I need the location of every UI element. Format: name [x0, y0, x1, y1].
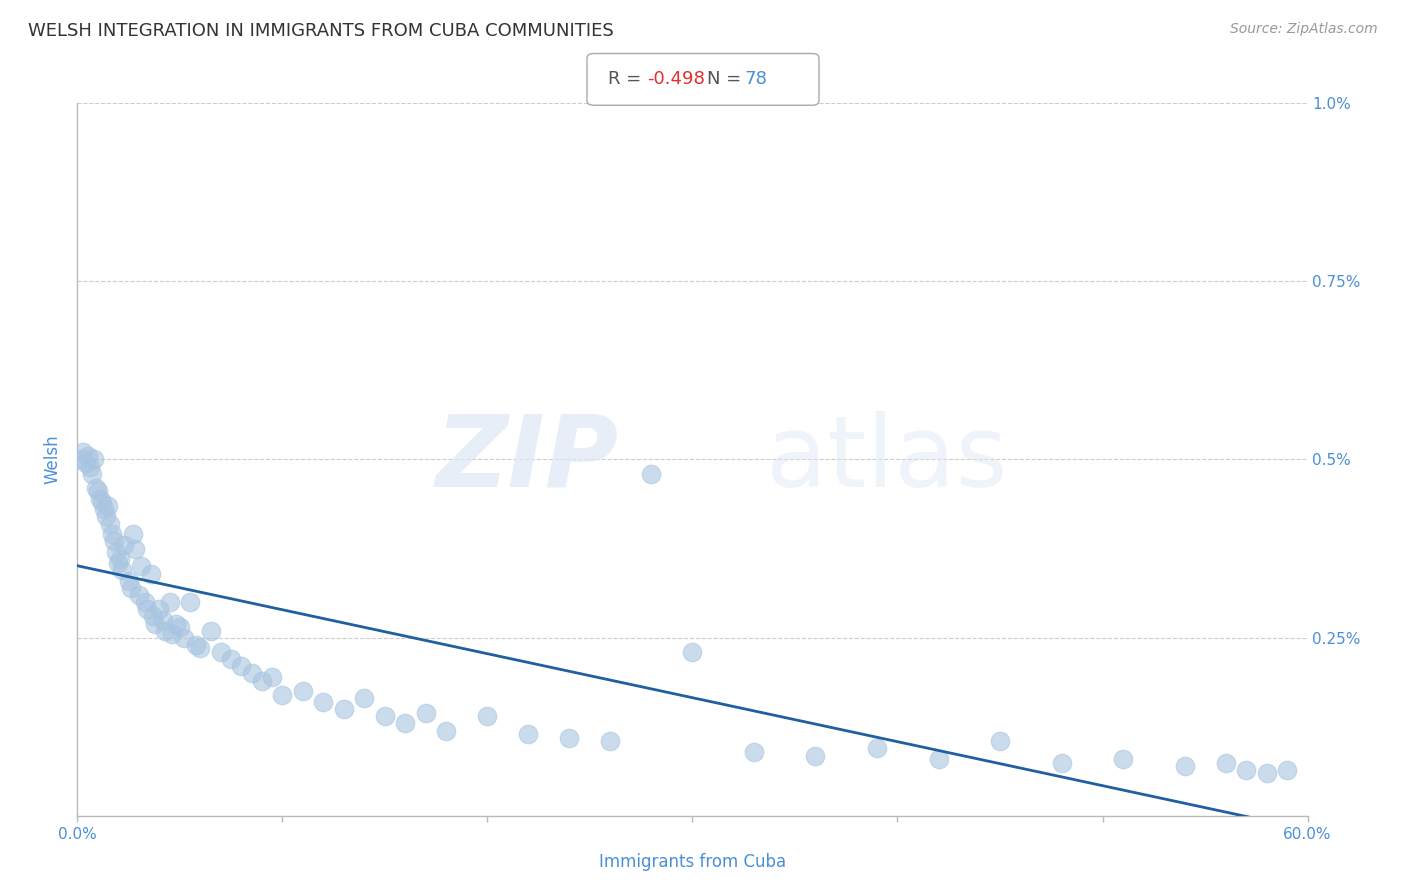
Point — [87, 484, 110, 499]
Point — [477, 709, 499, 723]
Point — [72, 445, 94, 459]
Point — [186, 638, 208, 652]
Point — [1174, 759, 1197, 773]
Point — [262, 670, 284, 684]
Point — [333, 702, 356, 716]
Point — [988, 734, 1011, 748]
Point — [394, 716, 416, 731]
Point — [1050, 756, 1073, 770]
Point — [640, 467, 662, 481]
Point — [1256, 766, 1278, 780]
Point — [111, 563, 134, 577]
Point — [117, 574, 139, 588]
Point — [1275, 763, 1298, 777]
Point — [89, 491, 111, 506]
Point — [98, 516, 121, 531]
Point — [599, 734, 621, 748]
Point — [97, 499, 120, 513]
Point — [374, 709, 396, 723]
Text: -0.498: -0.498 — [647, 70, 706, 88]
Point — [436, 723, 458, 738]
Point — [94, 509, 117, 524]
Point — [121, 527, 143, 541]
Point — [173, 631, 195, 645]
Point — [129, 559, 152, 574]
Point — [250, 673, 273, 688]
Text: atlas: atlas — [766, 411, 1008, 508]
Text: 78: 78 — [745, 70, 768, 88]
Point — [110, 552, 132, 566]
Text: WELSH INTEGRATION IN IMMIGRANTS FROM CUBA COMMUNITIES: WELSH INTEGRATION IN IMMIGRANTS FROM CUB… — [28, 22, 614, 40]
Point — [179, 595, 201, 609]
Point — [558, 731, 581, 745]
Point — [134, 595, 156, 609]
Point — [70, 452, 93, 467]
Point — [136, 602, 159, 616]
Point — [114, 538, 136, 552]
Point — [1215, 756, 1237, 770]
Point — [143, 616, 166, 631]
Text: N =: N = — [706, 70, 747, 88]
Point — [141, 566, 163, 581]
Point — [93, 502, 115, 516]
Point — [928, 752, 950, 766]
Point — [200, 624, 222, 638]
Point — [209, 645, 232, 659]
Text: R =: R = — [609, 70, 647, 88]
Point — [188, 641, 212, 656]
Point — [415, 706, 437, 720]
Point — [353, 691, 375, 706]
X-axis label: Immigrants from Cuba: Immigrants from Cuba — [599, 853, 786, 871]
Point — [1112, 752, 1135, 766]
Point — [682, 645, 704, 659]
Point — [101, 527, 124, 541]
Point — [83, 452, 105, 467]
Point — [866, 741, 889, 756]
Y-axis label: Welsh: Welsh — [44, 434, 62, 484]
Point — [105, 545, 128, 559]
Point — [231, 659, 253, 673]
Point — [291, 684, 314, 698]
Point — [155, 624, 177, 638]
Point — [148, 602, 170, 616]
Point — [107, 556, 129, 570]
Point — [159, 595, 181, 609]
Point — [142, 609, 165, 624]
Point — [804, 748, 827, 763]
Point — [75, 456, 97, 470]
Point — [160, 627, 183, 641]
Point — [240, 666, 263, 681]
Point — [169, 620, 191, 634]
Point — [742, 745, 765, 759]
Point — [80, 467, 103, 481]
Point — [152, 613, 174, 627]
Point — [76, 449, 98, 463]
Point — [90, 495, 114, 509]
Point — [165, 616, 187, 631]
Point — [103, 534, 125, 549]
Text: ZIP: ZIP — [436, 411, 619, 508]
Point — [120, 581, 142, 595]
Point — [271, 688, 294, 702]
Point — [128, 588, 150, 602]
Point — [312, 695, 335, 709]
Point — [79, 459, 101, 474]
Point — [219, 652, 242, 666]
Point — [84, 481, 107, 495]
Point — [517, 727, 540, 741]
Point — [124, 541, 146, 556]
Point — [1234, 763, 1257, 777]
Text: Source: ZipAtlas.com: Source: ZipAtlas.com — [1230, 22, 1378, 37]
